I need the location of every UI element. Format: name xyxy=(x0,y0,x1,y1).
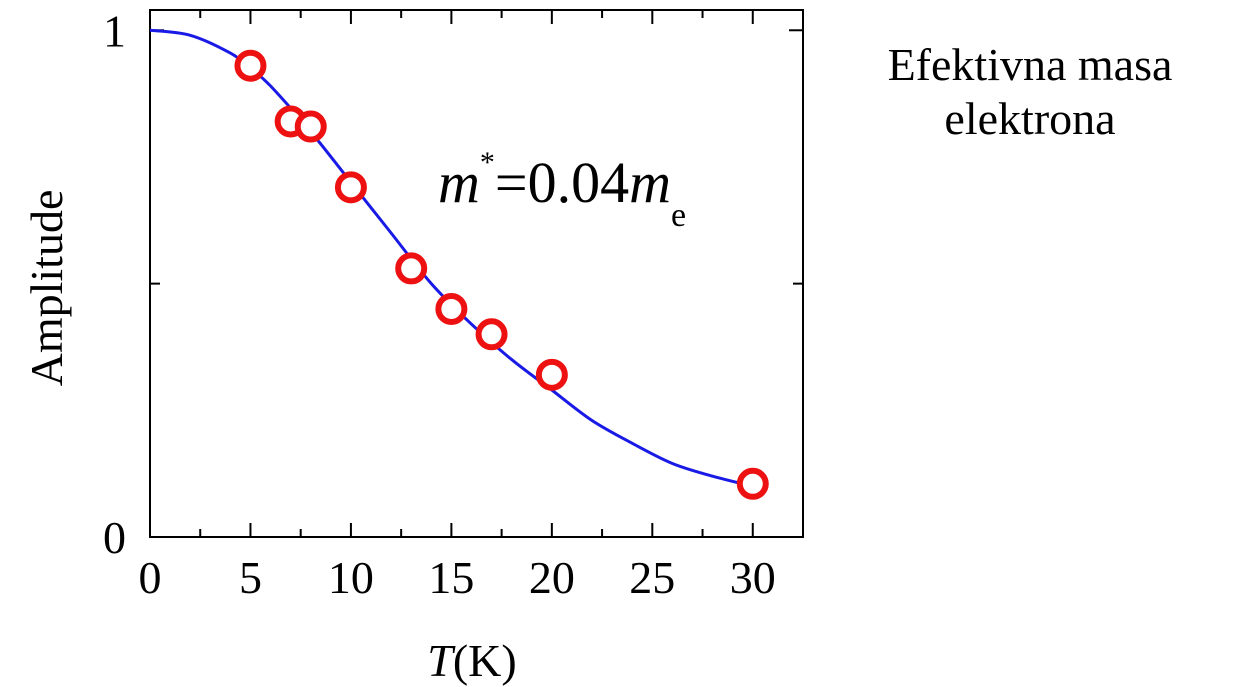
data-point xyxy=(334,171,367,204)
data-point xyxy=(234,49,267,82)
x-tick-label: 15 xyxy=(428,552,474,603)
data-point xyxy=(435,292,468,325)
side-title-line-1: Efektivna masa xyxy=(888,39,1173,90)
data-point xyxy=(294,110,327,143)
data-point xyxy=(395,252,428,285)
x-tick-label: 5 xyxy=(239,552,262,603)
data-points xyxy=(234,49,769,500)
x-tick-label: 20 xyxy=(529,552,575,603)
y-axis-label: Amplitude xyxy=(21,190,72,387)
data-point xyxy=(535,358,568,391)
fit-curve xyxy=(149,28,754,488)
x-tick-label: 0 xyxy=(139,552,162,603)
x-tick-label: 10 xyxy=(328,552,374,603)
data-point xyxy=(475,318,508,351)
effective-mass-annotation: m*=0.04me xyxy=(438,146,686,234)
plot-frame xyxy=(149,9,804,538)
annotation-m: m xyxy=(438,150,480,215)
x-axis-unit: (K) xyxy=(453,635,517,686)
axis-ticks xyxy=(149,10,804,538)
annotation-subscript-e: e xyxy=(671,197,686,234)
x-tick-label: 30 xyxy=(730,552,776,603)
x-tick-label: 25 xyxy=(629,552,675,603)
y-tick-label: 0 xyxy=(103,512,126,563)
x-axis-variable: T xyxy=(427,635,456,686)
x-axis-label: T(K) xyxy=(427,635,516,686)
annotation-m-electron: m xyxy=(629,150,671,215)
annotation-equals: =0.04 xyxy=(495,150,629,215)
tick-labels: 0 5 10 15 20 25 30 0 1 xyxy=(103,5,776,603)
data-point xyxy=(736,467,769,500)
annotation-star: * xyxy=(480,146,495,179)
y-tick-label: 1 xyxy=(103,5,126,56)
side-title-line-2: elektrona xyxy=(944,93,1115,144)
